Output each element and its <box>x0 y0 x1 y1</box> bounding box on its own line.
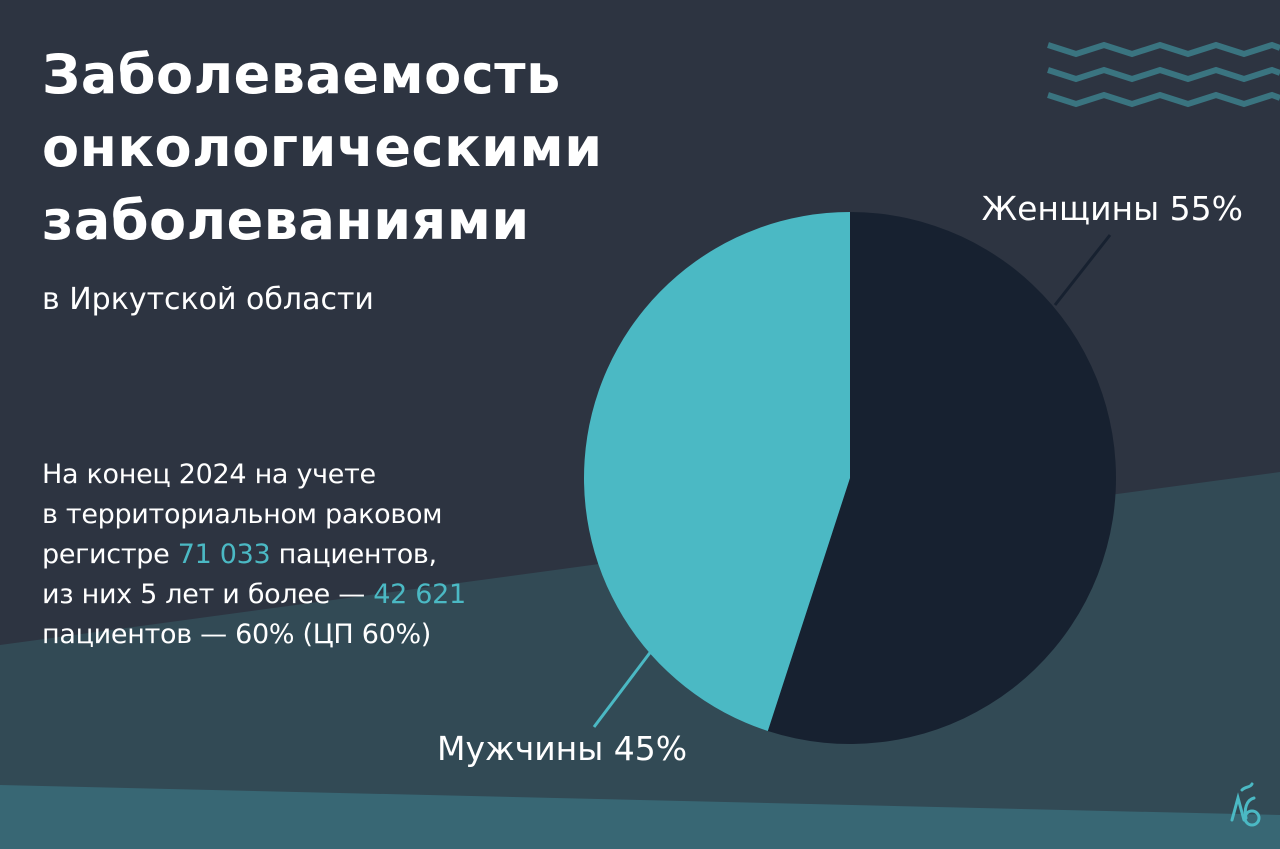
title-line-1: Заболеваемость <box>42 43 561 106</box>
stats-line-4: из них 5 лет и более — 42 621 <box>42 575 466 615</box>
slice-label-women: Женщины 55% <box>982 189 1243 228</box>
slice-label-men: Мужчины 45% <box>437 729 687 768</box>
pie-slice-men <box>584 212 850 731</box>
stats-line-2: в территориальном раковом <box>42 499 443 530</box>
stats-line-3-text: регистре <box>42 539 178 570</box>
page-title: Заболеваемость онкологическими заболеван… <box>42 38 603 257</box>
stats-line-5: пациентов — 60% (ЦП 60%) <box>42 619 432 650</box>
bottom-band <box>0 785 1280 849</box>
title-line-3: заболеваниями <box>42 189 530 252</box>
regional-logo-icon <box>1230 782 1261 827</box>
pie-slice-women <box>767 212 1116 745</box>
leader-line-women <box>1053 234 1112 306</box>
stats-line-1: На конец 2024 на учете <box>42 459 376 490</box>
stats-line-3-tail: пациентов, <box>270 539 437 570</box>
stats-line-4-text: из них 5 лет и более — <box>42 579 374 610</box>
leader-line-men <box>592 649 654 728</box>
patients-5years-value: 42 621 <box>373 579 466 610</box>
patients-total-value: 71 033 <box>177 539 271 570</box>
title-line-2: онкологическими <box>42 116 603 179</box>
page-subtitle: в Иркутской области <box>42 282 374 317</box>
wave-lines-icon <box>1047 41 1280 108</box>
stats-line-3: регистре 71 033 пациентов, <box>42 535 466 575</box>
stats-paragraph: На конец 2024 на учете в территориальном… <box>42 455 466 655</box>
